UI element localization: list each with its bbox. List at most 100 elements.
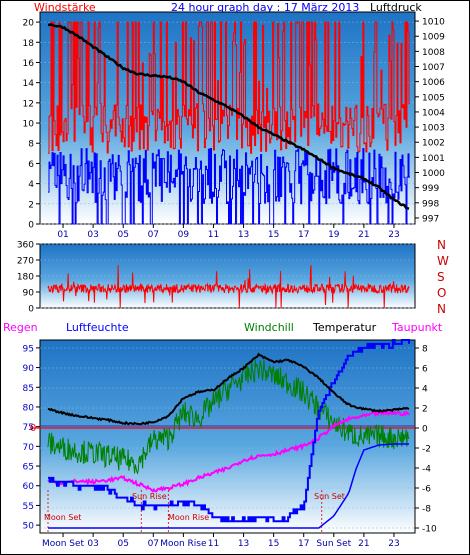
pressure-tick-label: 1002 [422, 139, 445, 149]
wind-axis-ticks: 0 2 4 6 8 10 12 14 16 18 20 [23, 19, 40, 231]
wind-tick-label: 12 [23, 99, 34, 109]
hour-tick-label: 15 [268, 230, 279, 240]
hour-tick-label: 21 [358, 230, 369, 240]
wind-tick-label: 6 [28, 160, 34, 170]
pressure-tick-label: 998 [422, 199, 439, 209]
wind-tick-label: 2 [28, 200, 34, 210]
temperature-panel: 0 Moon Set Sun Rise Moon Rise Sun Set 50 55 6… [23, 339, 437, 549]
direction-tick-label: 90 [23, 289, 35, 299]
temperature-tick-label: -10 [422, 525, 437, 535]
hour-tick-label: 23 [388, 230, 399, 240]
event-label: Sun Rise [132, 492, 167, 501]
humidity-tick-label: 95 [23, 344, 34, 354]
humidity-tick-label: 55 [23, 502, 34, 512]
pressure-tick-label: 1005 [422, 93, 445, 103]
temperature-tick-label: 8 [422, 345, 428, 355]
temperature-tick-label: 6 [422, 365, 428, 375]
hour-tick-label: 11 [208, 230, 219, 240]
humidity-tick-label: 80 [23, 403, 35, 413]
compass-label: N [437, 238, 446, 252]
humidity-axis-ticks: 50 55 60 65 70 75 80 85 90 95 [23, 344, 40, 532]
pressure-tick-label: 1010 [422, 18, 445, 28]
temperatur-label: Temperatur [312, 321, 377, 334]
bottom-hour-tick-label: Sun Set [316, 539, 351, 549]
wind-tick-label: 20 [23, 19, 35, 29]
humidity-tick-label: 75 [23, 423, 34, 433]
bottom-hour-tick-label: 07 [148, 539, 159, 549]
bottom-hour-tick-label: 23 [388, 539, 399, 549]
bottom-hour-tick-label: Moon Set [42, 539, 85, 549]
pressure-tick-label: 1004 [422, 108, 445, 118]
humidity-tick-label: 60 [23, 482, 35, 492]
direction-tick-label: 0 [28, 305, 34, 315]
pressure-tick-label: 1006 [422, 78, 445, 88]
wind-tick-label: 4 [28, 180, 34, 190]
pressure-tick-label: 1007 [422, 63, 445, 73]
temperature-tick-label: 2 [422, 405, 428, 415]
wind-tick-label: 10 [23, 120, 35, 130]
event-label: Moon Set [44, 513, 81, 522]
bottom-hour-tick-label: 13 [238, 539, 249, 549]
hour-tick-label: 07 [148, 230, 159, 240]
top-grid [40, 21, 415, 225]
humidity-line [48, 339, 410, 523]
hour-tick-label: 19 [328, 230, 340, 240]
chart-title: 24 hour graph day : 17 März 2013 [171, 1, 359, 14]
bottom-hour-tick-label: 03 [87, 539, 98, 549]
wind-tick-label: 18 [23, 39, 35, 49]
direction-axis-ticks: 0 90 180 270 360 [17, 241, 40, 315]
compass-label: N [437, 302, 446, 316]
pressure-tick-label: 1009 [422, 33, 445, 43]
hour-tick-label: 13 [238, 230, 249, 240]
hour-tick-label: 17 [298, 230, 309, 240]
bottom-hour-tick-label: 17 [298, 539, 309, 549]
wind-tick-label: 8 [28, 140, 34, 150]
event-label: Moon Rise [168, 513, 209, 522]
hour-tick-label: 01 [57, 230, 68, 240]
bottom-hour-tick-label: 05 [117, 539, 128, 549]
bottom-hour-tick-label: 15 [268, 539, 279, 549]
bottom-hour-ticks: Moon Set 03 05 07 Moon Rise 11 13 15 17 Sun Set 21… [42, 533, 400, 549]
compass-label: O [437, 286, 446, 300]
luftdruck-label: Luftdruck [370, 1, 422, 14]
pressure-tick-label: 999 [422, 184, 439, 194]
wind-series [48, 21, 410, 225]
event-label: Sun Set [314, 492, 345, 501]
astronomical-events: Moon Set Sun Rise Moon Rise Sun Set [44, 490, 345, 533]
compass-label: S [437, 270, 445, 284]
luftfeuchte-label: Luftfeuchte [66, 321, 129, 334]
rain-line [48, 443, 409, 529]
direction-tick-label: 180 [17, 273, 34, 283]
humidity-tick-label: 65 [23, 463, 34, 473]
humidity-tick-label: 50 [23, 522, 35, 532]
pressure-line [47, 23, 410, 210]
temperature-line [47, 352, 410, 426]
hour-tick-label: 05 [117, 230, 128, 240]
zero-label: 0 [30, 423, 36, 434]
humidity-tick-label: 85 [23, 384, 34, 394]
compass-label: W [437, 254, 449, 268]
bottom-hour-tick-label: Moon Rise [160, 539, 207, 549]
wind-tick-label: 16 [23, 59, 35, 69]
pressure-tick-label: 1001 [422, 154, 445, 164]
taupunkt-label: Taupunkt [391, 321, 443, 334]
direction-tick-label: 360 [17, 241, 34, 251]
hour-tick-label: 03 [87, 230, 98, 240]
temperature-tick-label: 0 [422, 425, 428, 435]
temperature-tick-label: 4 [422, 385, 428, 395]
temperature-axis-ticks: -10 -8 -6 -4 -2 0 2 4 6 8 [415, 345, 437, 535]
temperature-tick-label: -2 [422, 445, 431, 455]
top-hour-ticks: 01 03 05 07 09 11 13 15 17 19 21 23 [57, 224, 400, 240]
wind-pressure-panel: 0 2 4 6 8 10 12 14 16 18 20 997 998 999 1000 1001 1002 1… [23, 11, 445, 240]
direction-line [47, 265, 410, 309]
regen-label: Regen [3, 321, 38, 334]
bottom-hour-tick-label: 11 [208, 539, 219, 549]
direction-tick-label: 270 [17, 257, 34, 267]
windchill-label: Windchill [244, 321, 294, 334]
temperature-tick-label: -4 [422, 465, 431, 475]
humidity-tick-label: 90 [23, 364, 35, 374]
wind-tick-label: 14 [23, 79, 35, 89]
wind-tick-label: 0 [28, 221, 34, 231]
dewpoint-line [47, 409, 410, 493]
